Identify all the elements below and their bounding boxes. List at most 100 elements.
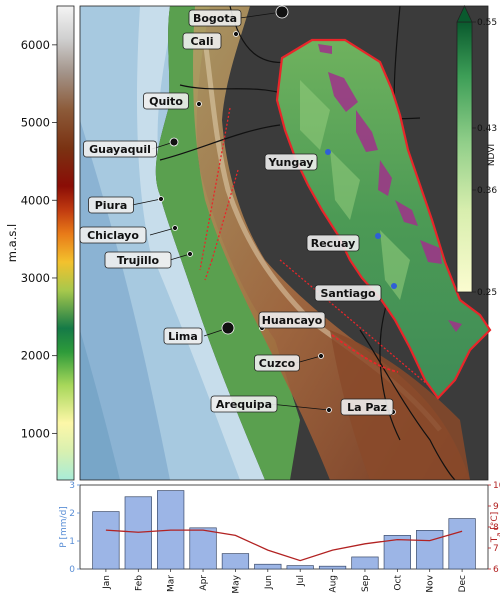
temp-tick-label: 7 [493, 544, 499, 554]
city-label: La Paz [347, 401, 387, 414]
month-tick-label: Aug [329, 575, 339, 593]
city-label: Trujillo [117, 254, 160, 267]
city-quito: Quito [143, 92, 202, 110]
city-marker [326, 407, 332, 413]
site-label-box [306, 234, 360, 252]
city-label-box [79, 226, 147, 244]
site-yungay: Yungay [264, 149, 331, 171]
city-label: Lima [168, 330, 198, 343]
precip-bar [254, 563, 282, 570]
temp-axis-label: Ta [°C] [490, 512, 500, 543]
elevation-tick-label: 4000 [21, 193, 50, 207]
city-marker [187, 251, 193, 257]
city-label: Guayaquil [89, 143, 151, 156]
city-label: Piura [95, 199, 128, 212]
temp-ticks: 6 7 8 9 10 [488, 481, 500, 575]
ndvi-tick-label: 0.36 [477, 186, 497, 196]
month-tick-label: Mar [167, 575, 177, 592]
precip-bar [92, 511, 120, 570]
month-tick-label: Jul [296, 575, 306, 587]
precip-bar [286, 565, 314, 570]
site-label-box [314, 284, 382, 302]
site-marker [325, 149, 331, 155]
city-label-box [210, 395, 278, 413]
month-tick-label: Jun [264, 575, 274, 590]
ndvi-ticks: 0.25 0.36 0.43 0.55 [472, 18, 497, 298]
month-tick-label: Nov [426, 574, 436, 592]
city-label: Cali [190, 35, 213, 48]
city-label-box [88, 196, 134, 214]
elevation-tick-label: 1000 [21, 426, 50, 440]
month-tick-label: Apr [199, 575, 209, 591]
city-label-box [340, 398, 394, 416]
month-tick-label: Dec [458, 575, 468, 592]
city-guayaquil: Guayaquil [83, 137, 179, 158]
temp-tick-label: 9 [493, 502, 499, 512]
temp-tick-label: 10 [493, 481, 500, 491]
month-tick-label: May [231, 574, 241, 593]
precip-bar [221, 553, 250, 570]
city-layer: Bogota Cali Quito Guayaquil Piura Chiclayo Tru… [79, 5, 396, 416]
city-marker [196, 101, 202, 107]
precip-tick-label: 1 [69, 537, 75, 547]
elevation-colorbar: 1000 2000 3000 4000 5000 6000 m.a.s.l [5, 5, 75, 481]
city-arequipa: Arequipa [210, 395, 332, 413]
city-label: Bogota [193, 12, 237, 25]
ndvi-colorbar: 0.25 0.36 0.43 0.55 NDVI [456, 5, 497, 298]
elevation-tick-label: 2000 [21, 349, 50, 363]
basin-outline [275, 38, 492, 400]
month-tick-label: Oct [393, 575, 403, 591]
city-label: Chiclayo [87, 229, 139, 242]
precip-tick-label: 0 [69, 565, 75, 575]
site-recuay: Recuay [306, 233, 381, 252]
city-marker [318, 353, 324, 359]
precip-tick-label: 3 [69, 481, 75, 491]
ndvi-tick-label: 0.25 [477, 288, 497, 298]
elevation-tick-label: 6000 [21, 38, 50, 52]
city-marker [172, 225, 178, 231]
precip-bar [416, 530, 444, 570]
site-label: Santiago [320, 287, 376, 300]
city-bogota: Bogota [188, 5, 289, 27]
city-cali: Cali [182, 31, 239, 50]
dotted-connector [204, 169, 239, 281]
city-label-box [83, 140, 157, 158]
site-marker [391, 283, 397, 289]
city-label-box [143, 92, 189, 110]
city-lima: Lima [163, 321, 235, 345]
ndvi-axis-label: NDVI [487, 144, 497, 166]
climate-chart: Jan Feb Mar Apr May Jun Jul Aug Sep Oct Nov Dec 0 1 2… [59, 481, 500, 594]
city-label-box [188, 9, 242, 27]
ndvi-tick-label: 0.43 [477, 124, 497, 134]
precip-tick-label: 2 [69, 509, 75, 519]
site-santiago: Santiago [314, 283, 397, 302]
elevation-axis-label: m.a.s.l [5, 224, 19, 262]
month-ticks: Jan Feb Mar Apr May Jun Jul Aug Sep Oct Nov Dec [102, 569, 468, 594]
city-label-box [254, 354, 300, 372]
temp-line [105, 529, 463, 562]
city-label: Huancayo [262, 314, 323, 327]
precip-axis-label: P [mm/d] [59, 506, 69, 548]
month-tick-label: Sep [361, 575, 371, 592]
precip-bar [189, 527, 217, 570]
city-piura: Piura [88, 196, 164, 214]
city-la-paz: La Paz [340, 398, 396, 416]
city-chiclayo: Chiclayo [79, 225, 178, 244]
city-huancayo: Huancayo [258, 311, 326, 331]
temp-tick-label: 8 [493, 523, 499, 533]
site-label: Yungay [268, 156, 314, 169]
site-label-box [264, 153, 318, 171]
precip-bar [448, 518, 476, 570]
city-label-box [258, 311, 326, 329]
month-tick-label: Feb [134, 575, 144, 591]
glacier-patches [318, 44, 462, 332]
precip-bar [318, 565, 347, 570]
basin-inset [275, 38, 492, 400]
city-cuzco: Cuzco [254, 353, 324, 372]
site-marker [375, 233, 381, 239]
site-label: Recuay [311, 237, 356, 250]
precip-ticks: 0 1 2 3 [69, 481, 80, 575]
city-label-box [104, 251, 172, 269]
city-label-box [163, 327, 203, 345]
